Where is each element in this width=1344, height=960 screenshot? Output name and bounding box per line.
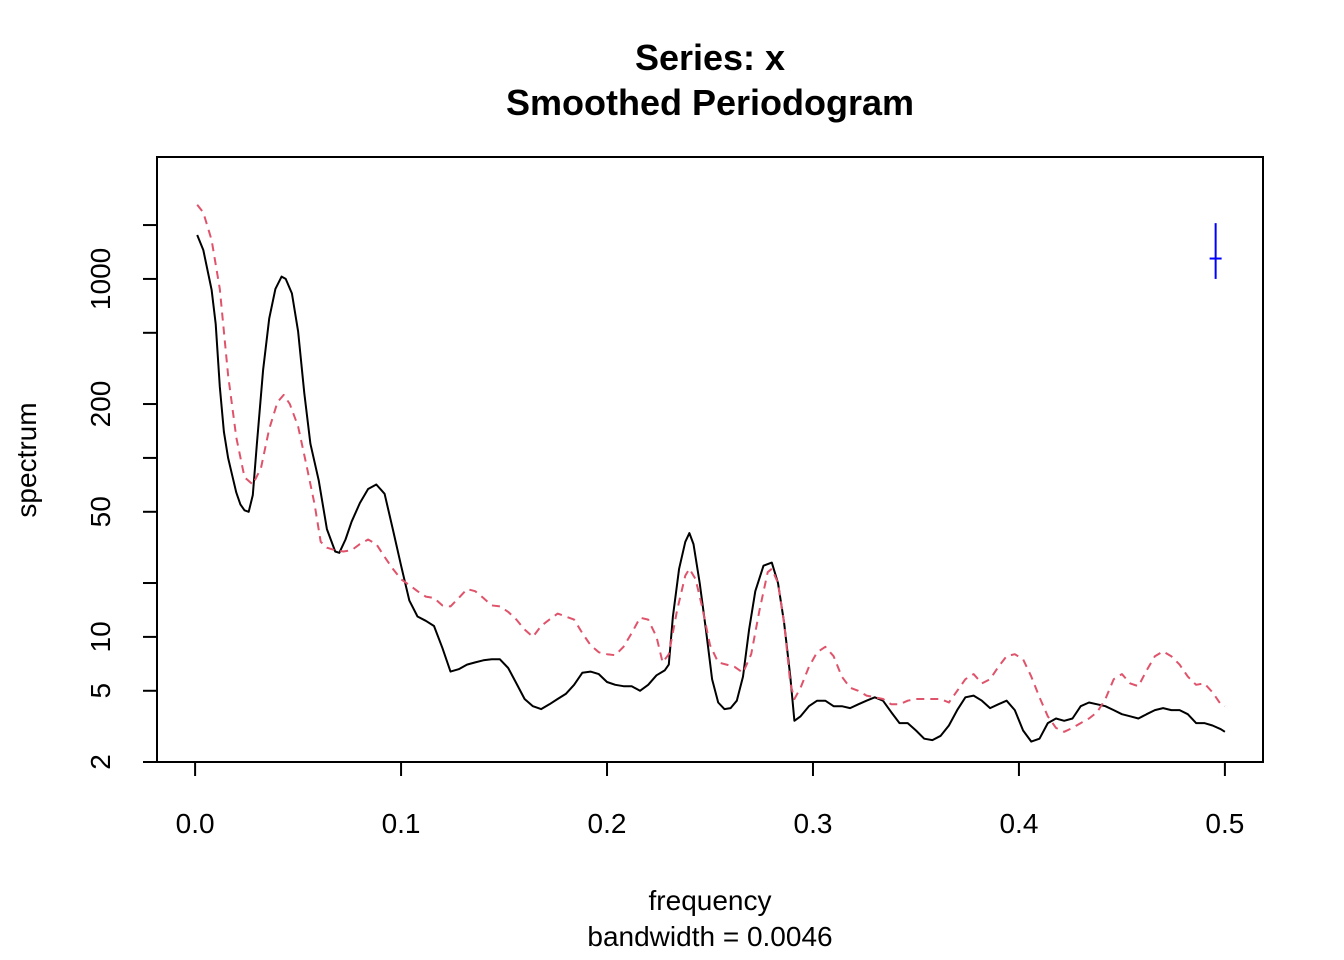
confidence-interval-bar <box>1209 223 1222 279</box>
x-tick-label: 0.3 <box>794 808 833 839</box>
y-tick-label: 10 <box>85 621 116 652</box>
y-tick-label: 1000 <box>85 248 116 310</box>
series-line-raw <box>196 234 1226 743</box>
x-axis-label: frequency <box>649 885 772 916</box>
y-tick-label: 5 <box>85 683 116 699</box>
y-tick-label: 50 <box>85 496 116 527</box>
series-layer <box>196 204 1226 743</box>
series-line-dashed <box>196 204 1226 733</box>
x-tick-label: 0.0 <box>176 808 215 839</box>
y-axis-label: spectrum <box>11 402 42 517</box>
y-tick-label: 200 <box>85 381 116 428</box>
x-tick-label: 0.5 <box>1205 808 1244 839</box>
chart-subtitle: Smoothed Periodogram <box>506 82 914 123</box>
x-tick-label: 0.4 <box>999 808 1038 839</box>
y-axis: 2 5 10 50 200 1000 <box>85 224 158 770</box>
x-axis: 0.0 0.1 0.2 0.3 0.4 0.5 <box>176 761 1244 839</box>
plot-frame <box>156 156 1264 763</box>
chart-title: Series: x <box>635 37 785 78</box>
y-tick-label: 2 <box>85 754 116 770</box>
x-axis-sublabel: bandwidth = 0.0046 <box>587 921 832 952</box>
x-tick-label: 0.2 <box>588 808 627 839</box>
x-tick-label: 0.1 <box>382 808 421 839</box>
